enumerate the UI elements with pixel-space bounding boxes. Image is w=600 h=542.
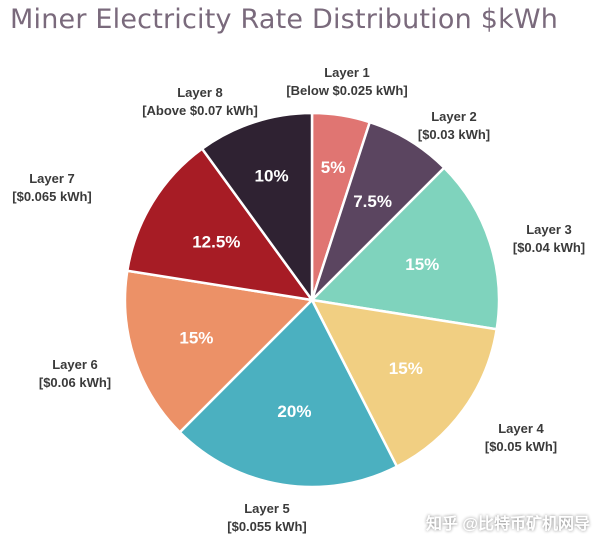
slice-rate-range: [Below $0.025 kWh] [286,83,408,98]
pie-value-label-1: 5% [321,158,346,177]
slice-rate-range: [$0.055 kWh] [227,519,307,534]
slice-category-label-1: Layer 1 [Below $0.025 kWh] [286,64,407,100]
slice-layer-name: Layer 2 [431,109,477,124]
slice-rate-range: [Above $0.07 kWh] [142,103,258,118]
chart-title: Miner Electricity Rate Distribution $kWh [10,4,559,35]
pie-value-label-7: 12.5% [192,232,240,251]
slice-category-label-4: Layer 4 [$0.05 kWh] [485,420,557,456]
pie-slice-8 [200,111,314,304]
pie-value-label-3: 15% [405,255,439,274]
slice-rate-range: [$0.05 kWh] [484,439,558,454]
pie-slice-4 [309,298,499,469]
slice-layer-name: Layer 3 [526,222,572,237]
pie-slice-7 [125,146,315,302]
slice-layer-name: Layer 7 [29,171,75,186]
pie-slice-6 [123,269,315,434]
pie-slice-3 [309,166,501,331]
slice-category-label-8: Layer 8 [Above $0.07 kWh] [142,84,258,120]
slice-category-label-5: Layer 5 [$0.055 kWh] [227,500,306,536]
slice-category-label-7: Layer 7 [$0.065 kWh] [12,170,91,206]
pie-value-label-6: 15% [179,329,213,348]
slice-rate-range: [$0.03 kWh] [417,127,491,142]
slice-layer-name: Layer 1 [324,65,370,80]
slice-layer-name: Layer 5 [244,501,290,516]
slice-layer-name: Layer 8 [177,85,223,100]
slice-layer-name: Layer 6 [52,357,98,372]
slice-category-label-2: Layer 2 [$0.03 kWh] [418,108,490,144]
pie-value-label-4: 15% [389,359,423,378]
pie-slice-5 [178,297,399,489]
slice-category-label-3: Layer 3 [$0.04 kWh] [513,221,585,257]
slice-layer-name: Layer 4 [498,421,544,436]
slice-rate-range: [$0.04 kWh] [512,240,586,255]
watermark: 知乎 @比特币矿机网导 [425,516,590,533]
pie-value-label-8: 10% [255,167,289,186]
slice-category-label-6: Layer 6 [$0.06 kWh] [39,356,111,392]
pie-value-label-2: 7.5% [353,192,392,211]
pie-value-label-5: 20% [277,402,311,421]
slice-rate-range: [$0.06 kWh] [38,375,112,390]
slice-rate-range: [$0.065 kWh] [12,189,92,204]
